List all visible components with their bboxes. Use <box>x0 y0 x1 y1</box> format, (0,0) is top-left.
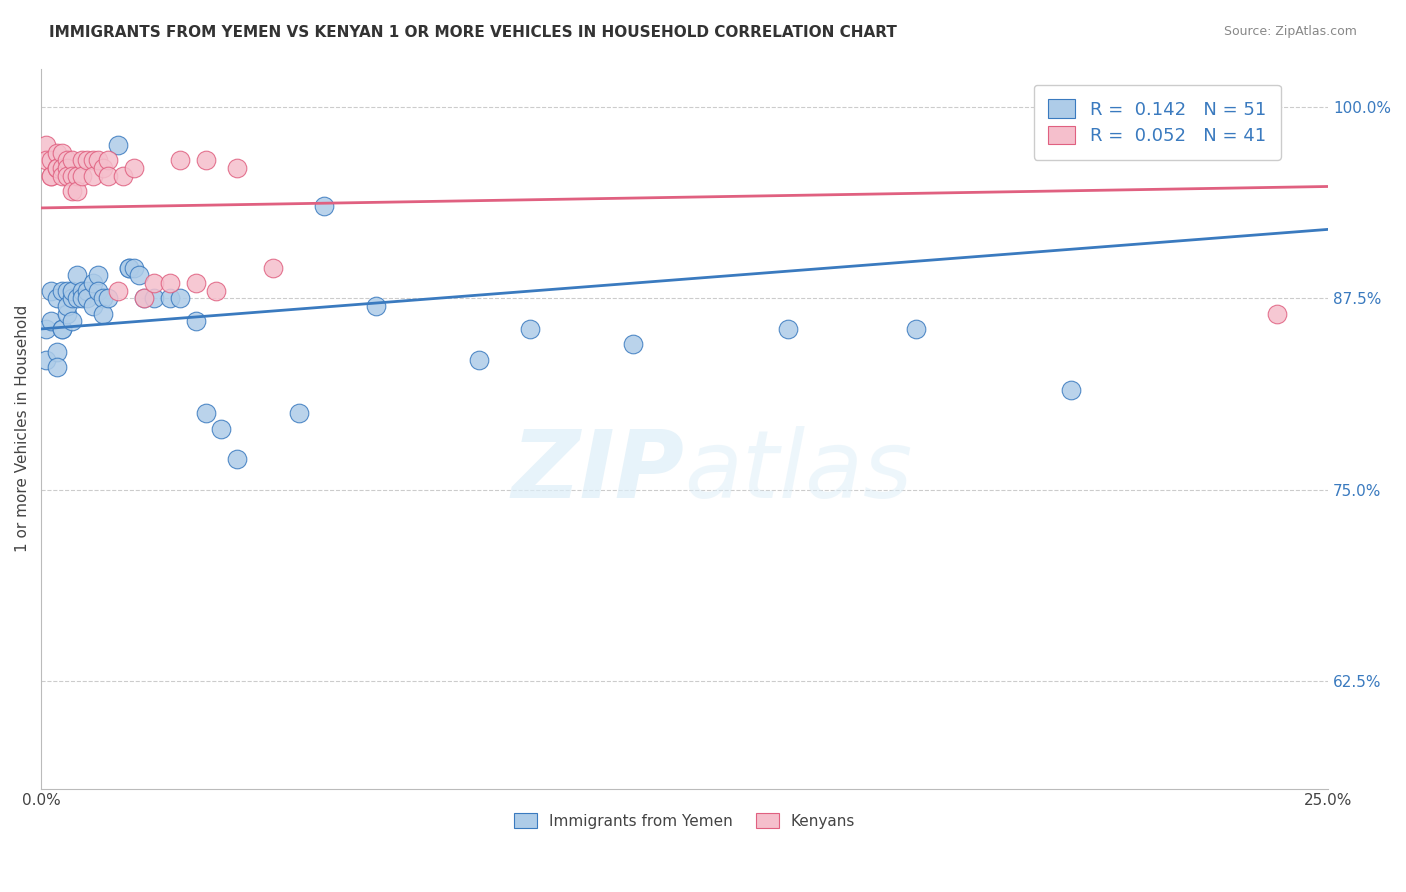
Point <box>45 161 67 175</box>
Point <box>184 314 207 328</box>
Point <box>72 153 94 168</box>
Point <box>117 260 139 275</box>
Point <box>60 284 83 298</box>
Point <box>122 260 145 275</box>
Point <box>143 291 166 305</box>
Point <box>82 276 104 290</box>
Point <box>225 161 247 175</box>
Point <box>45 360 67 375</box>
Point <box>56 307 79 321</box>
Point <box>51 161 73 175</box>
Point <box>82 299 104 313</box>
Point <box>56 284 79 298</box>
Point <box>87 153 110 168</box>
Point <box>60 169 83 183</box>
Point <box>205 284 228 298</box>
Point <box>169 153 191 168</box>
Point <box>91 161 114 175</box>
Point <box>60 314 83 328</box>
Point <box>112 169 135 183</box>
Point <box>97 291 120 305</box>
Point <box>91 307 114 321</box>
Point <box>66 291 89 305</box>
Point <box>41 284 63 298</box>
Point <box>45 345 67 359</box>
Text: IMMIGRANTS FROM YEMEN VS KENYAN 1 OR MORE VEHICLES IN HOUSEHOLD CORRELATION CHAR: IMMIGRANTS FROM YEMEN VS KENYAN 1 OR MOR… <box>49 25 897 40</box>
Point <box>41 153 63 168</box>
Point <box>905 322 928 336</box>
Y-axis label: 1 or more Vehicles in Household: 1 or more Vehicles in Household <box>15 305 30 552</box>
Text: atlas: atlas <box>685 426 912 517</box>
Point <box>159 291 181 305</box>
Point <box>225 452 247 467</box>
Point <box>122 161 145 175</box>
Point <box>184 276 207 290</box>
Point <box>128 268 150 283</box>
Point <box>66 184 89 198</box>
Text: ZIP: ZIP <box>512 425 685 517</box>
Point <box>194 406 217 420</box>
Point <box>76 291 98 305</box>
Point <box>519 322 541 336</box>
Point <box>287 406 309 420</box>
Point <box>66 268 89 283</box>
Point <box>60 291 83 305</box>
Point <box>97 169 120 183</box>
Point <box>1060 383 1083 397</box>
Point <box>87 268 110 283</box>
Point <box>76 284 98 298</box>
Point <box>35 138 58 153</box>
Point <box>467 352 489 367</box>
Point <box>60 184 83 198</box>
Point <box>41 314 63 328</box>
Point <box>1265 307 1288 321</box>
Point <box>72 169 94 183</box>
Point <box>56 169 79 183</box>
Point <box>45 145 67 160</box>
Point <box>262 260 284 275</box>
Point <box>60 153 83 168</box>
Point <box>159 276 181 290</box>
Point <box>209 421 232 435</box>
Point <box>45 291 67 305</box>
Point <box>82 153 104 168</box>
Point <box>97 153 120 168</box>
Point <box>107 138 129 153</box>
Point <box>117 260 139 275</box>
Point <box>132 291 155 305</box>
Point <box>143 276 166 290</box>
Point <box>87 284 110 298</box>
Point <box>56 153 79 168</box>
Point <box>35 322 58 336</box>
Point <box>45 161 67 175</box>
Point <box>56 299 79 313</box>
Point <box>35 352 58 367</box>
Point <box>169 291 191 305</box>
Point <box>76 153 98 168</box>
Point <box>72 291 94 305</box>
Point <box>51 322 73 336</box>
Point <box>41 169 63 183</box>
Point <box>132 291 155 305</box>
Point <box>82 169 104 183</box>
Point <box>51 169 73 183</box>
Point <box>621 337 644 351</box>
Point <box>51 145 73 160</box>
Point <box>72 284 94 298</box>
Point <box>194 153 217 168</box>
Text: Source: ZipAtlas.com: Source: ZipAtlas.com <box>1223 25 1357 38</box>
Point <box>91 291 114 305</box>
Point <box>776 322 799 336</box>
Point <box>51 284 73 298</box>
Point <box>35 153 58 168</box>
Point <box>314 199 336 213</box>
Point <box>51 322 73 336</box>
Point <box>66 169 89 183</box>
Point <box>364 299 387 313</box>
Point <box>41 169 63 183</box>
Legend: Immigrants from Yemen, Kenyans: Immigrants from Yemen, Kenyans <box>508 806 862 835</box>
Point <box>107 284 129 298</box>
Point <box>56 161 79 175</box>
